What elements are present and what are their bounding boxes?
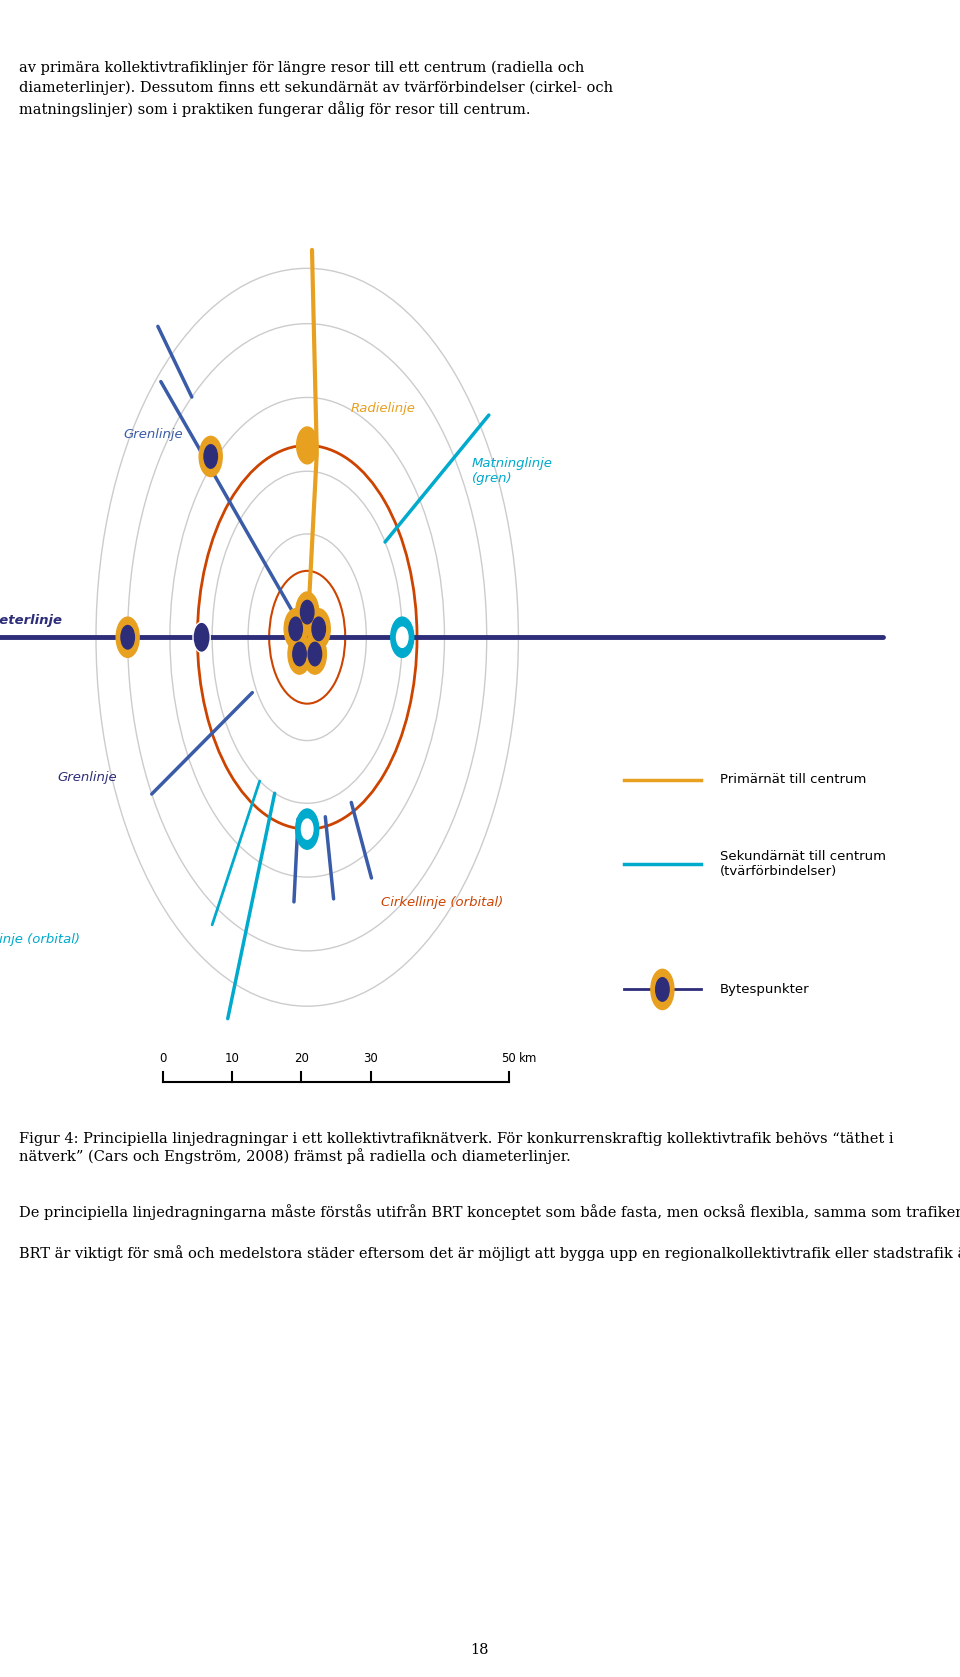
Text: Cirkellinje (orbital): Cirkellinje (orbital)	[381, 897, 503, 909]
Circle shape	[204, 444, 217, 468]
Circle shape	[289, 617, 302, 641]
Circle shape	[288, 634, 311, 674]
Text: 18: 18	[470, 1643, 490, 1657]
Circle shape	[303, 634, 326, 674]
Circle shape	[116, 617, 139, 657]
Circle shape	[312, 617, 325, 641]
Text: Diameterlinje: Diameterlinje	[0, 614, 62, 627]
Text: av primära kollektivtrafiklinjer för längre resor till ett centrum (radiella och: av primära kollektivtrafiklinjer för län…	[19, 60, 613, 117]
Circle shape	[396, 627, 408, 647]
Circle shape	[293, 642, 306, 666]
Circle shape	[297, 428, 318, 465]
Circle shape	[300, 600, 314, 624]
Circle shape	[651, 969, 674, 1010]
Text: 10: 10	[225, 1051, 240, 1065]
Circle shape	[391, 617, 414, 657]
Text: km: km	[518, 1051, 537, 1065]
Circle shape	[301, 818, 313, 838]
Circle shape	[308, 642, 322, 666]
Text: Figur 4: Principiella linjedragningar i ett kollektivtrafiknätverk. För konkurre: Figur 4: Principiella linjedragningar i …	[19, 1132, 894, 1164]
Text: Grenlinje: Grenlinje	[58, 771, 117, 783]
Text: Grenlinje: Grenlinje	[124, 428, 183, 441]
Circle shape	[199, 436, 222, 476]
Text: Matninglinje (orbital): Matninglinje (orbital)	[0, 934, 81, 946]
Circle shape	[193, 622, 210, 652]
Text: Sekundärnät till centrum
(tvärförbindelser): Sekundärnät till centrum (tvärförbindels…	[720, 850, 886, 877]
Text: Radielinje: Radielinje	[350, 402, 416, 414]
Circle shape	[284, 609, 307, 649]
Text: Matninglinje
(gren): Matninglinje (gren)	[472, 458, 553, 485]
Circle shape	[296, 808, 319, 849]
Circle shape	[121, 626, 134, 649]
Circle shape	[656, 978, 669, 1001]
Text: 20: 20	[294, 1051, 309, 1065]
Text: 30: 30	[363, 1051, 378, 1065]
Circle shape	[296, 592, 319, 632]
Text: 0: 0	[159, 1051, 167, 1065]
Text: De principiella linjedragningarna måste förstås utifrån BRT konceptet som både f: De principiella linjedragningarna måste …	[19, 1204, 960, 1261]
Text: Bytespunkter: Bytespunkter	[720, 983, 809, 996]
Text: Primärnät till centrum: Primärnät till centrum	[720, 773, 866, 787]
Circle shape	[307, 609, 330, 649]
Text: 50: 50	[501, 1051, 516, 1065]
